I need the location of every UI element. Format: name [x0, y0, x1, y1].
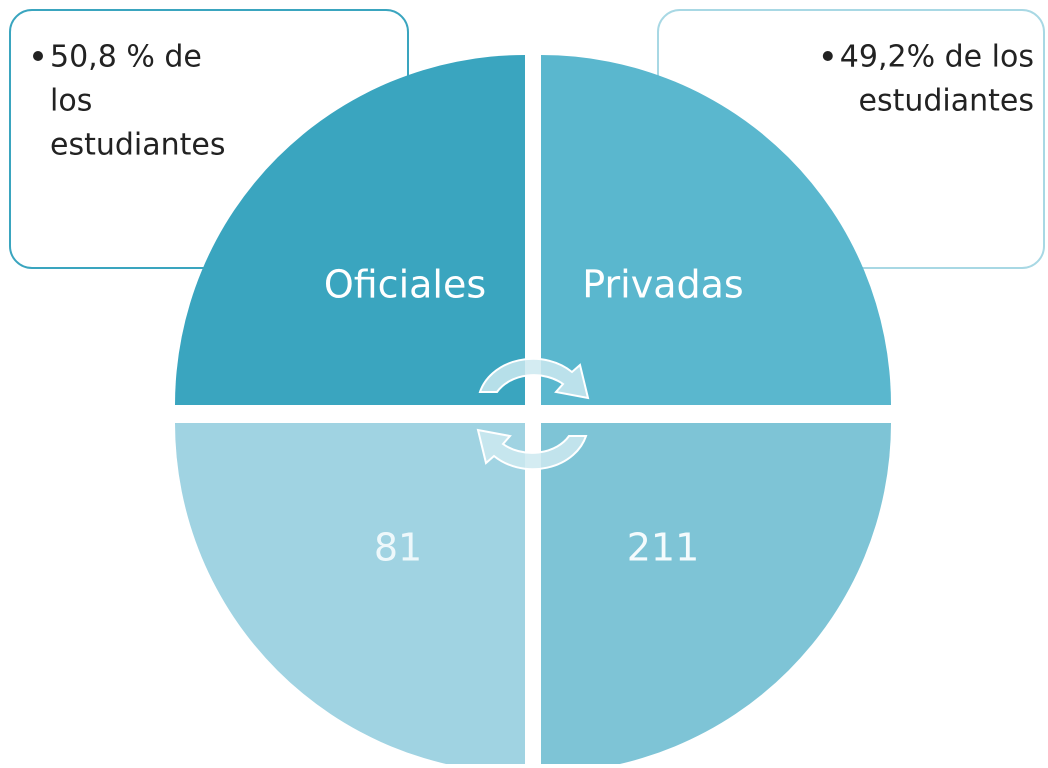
box-text: 50,8 % de	[50, 40, 202, 75]
cycle-arrows	[476, 357, 590, 471]
quadrant-bottom-left	[175, 423, 525, 768]
quadrant-bottom-right	[541, 423, 891, 768]
box-text: estudiantes	[859, 84, 1035, 119]
quadrants	[175, 55, 891, 768]
labels: 50,8 % de los estudiantes 49,2% de los estud…	[33, 40, 1034, 570]
box-text: los	[50, 84, 92, 119]
quadrant-top-right	[541, 55, 891, 405]
quadrant-label: 81	[374, 526, 422, 570]
quadrant-top-left	[175, 55, 525, 405]
quadrant-label: Oficiales	[324, 263, 486, 307]
box-text: 49,2% de los	[840, 40, 1034, 75]
arrow-bottom	[476, 428, 588, 471]
bullet	[822, 51, 833, 61]
arrow-top	[478, 357, 590, 400]
bullet	[33, 51, 43, 61]
quadrant-label: 211	[627, 526, 700, 570]
quadrant-label: Privadas	[582, 263, 743, 307]
box-text: estudiantes	[50, 128, 226, 163]
